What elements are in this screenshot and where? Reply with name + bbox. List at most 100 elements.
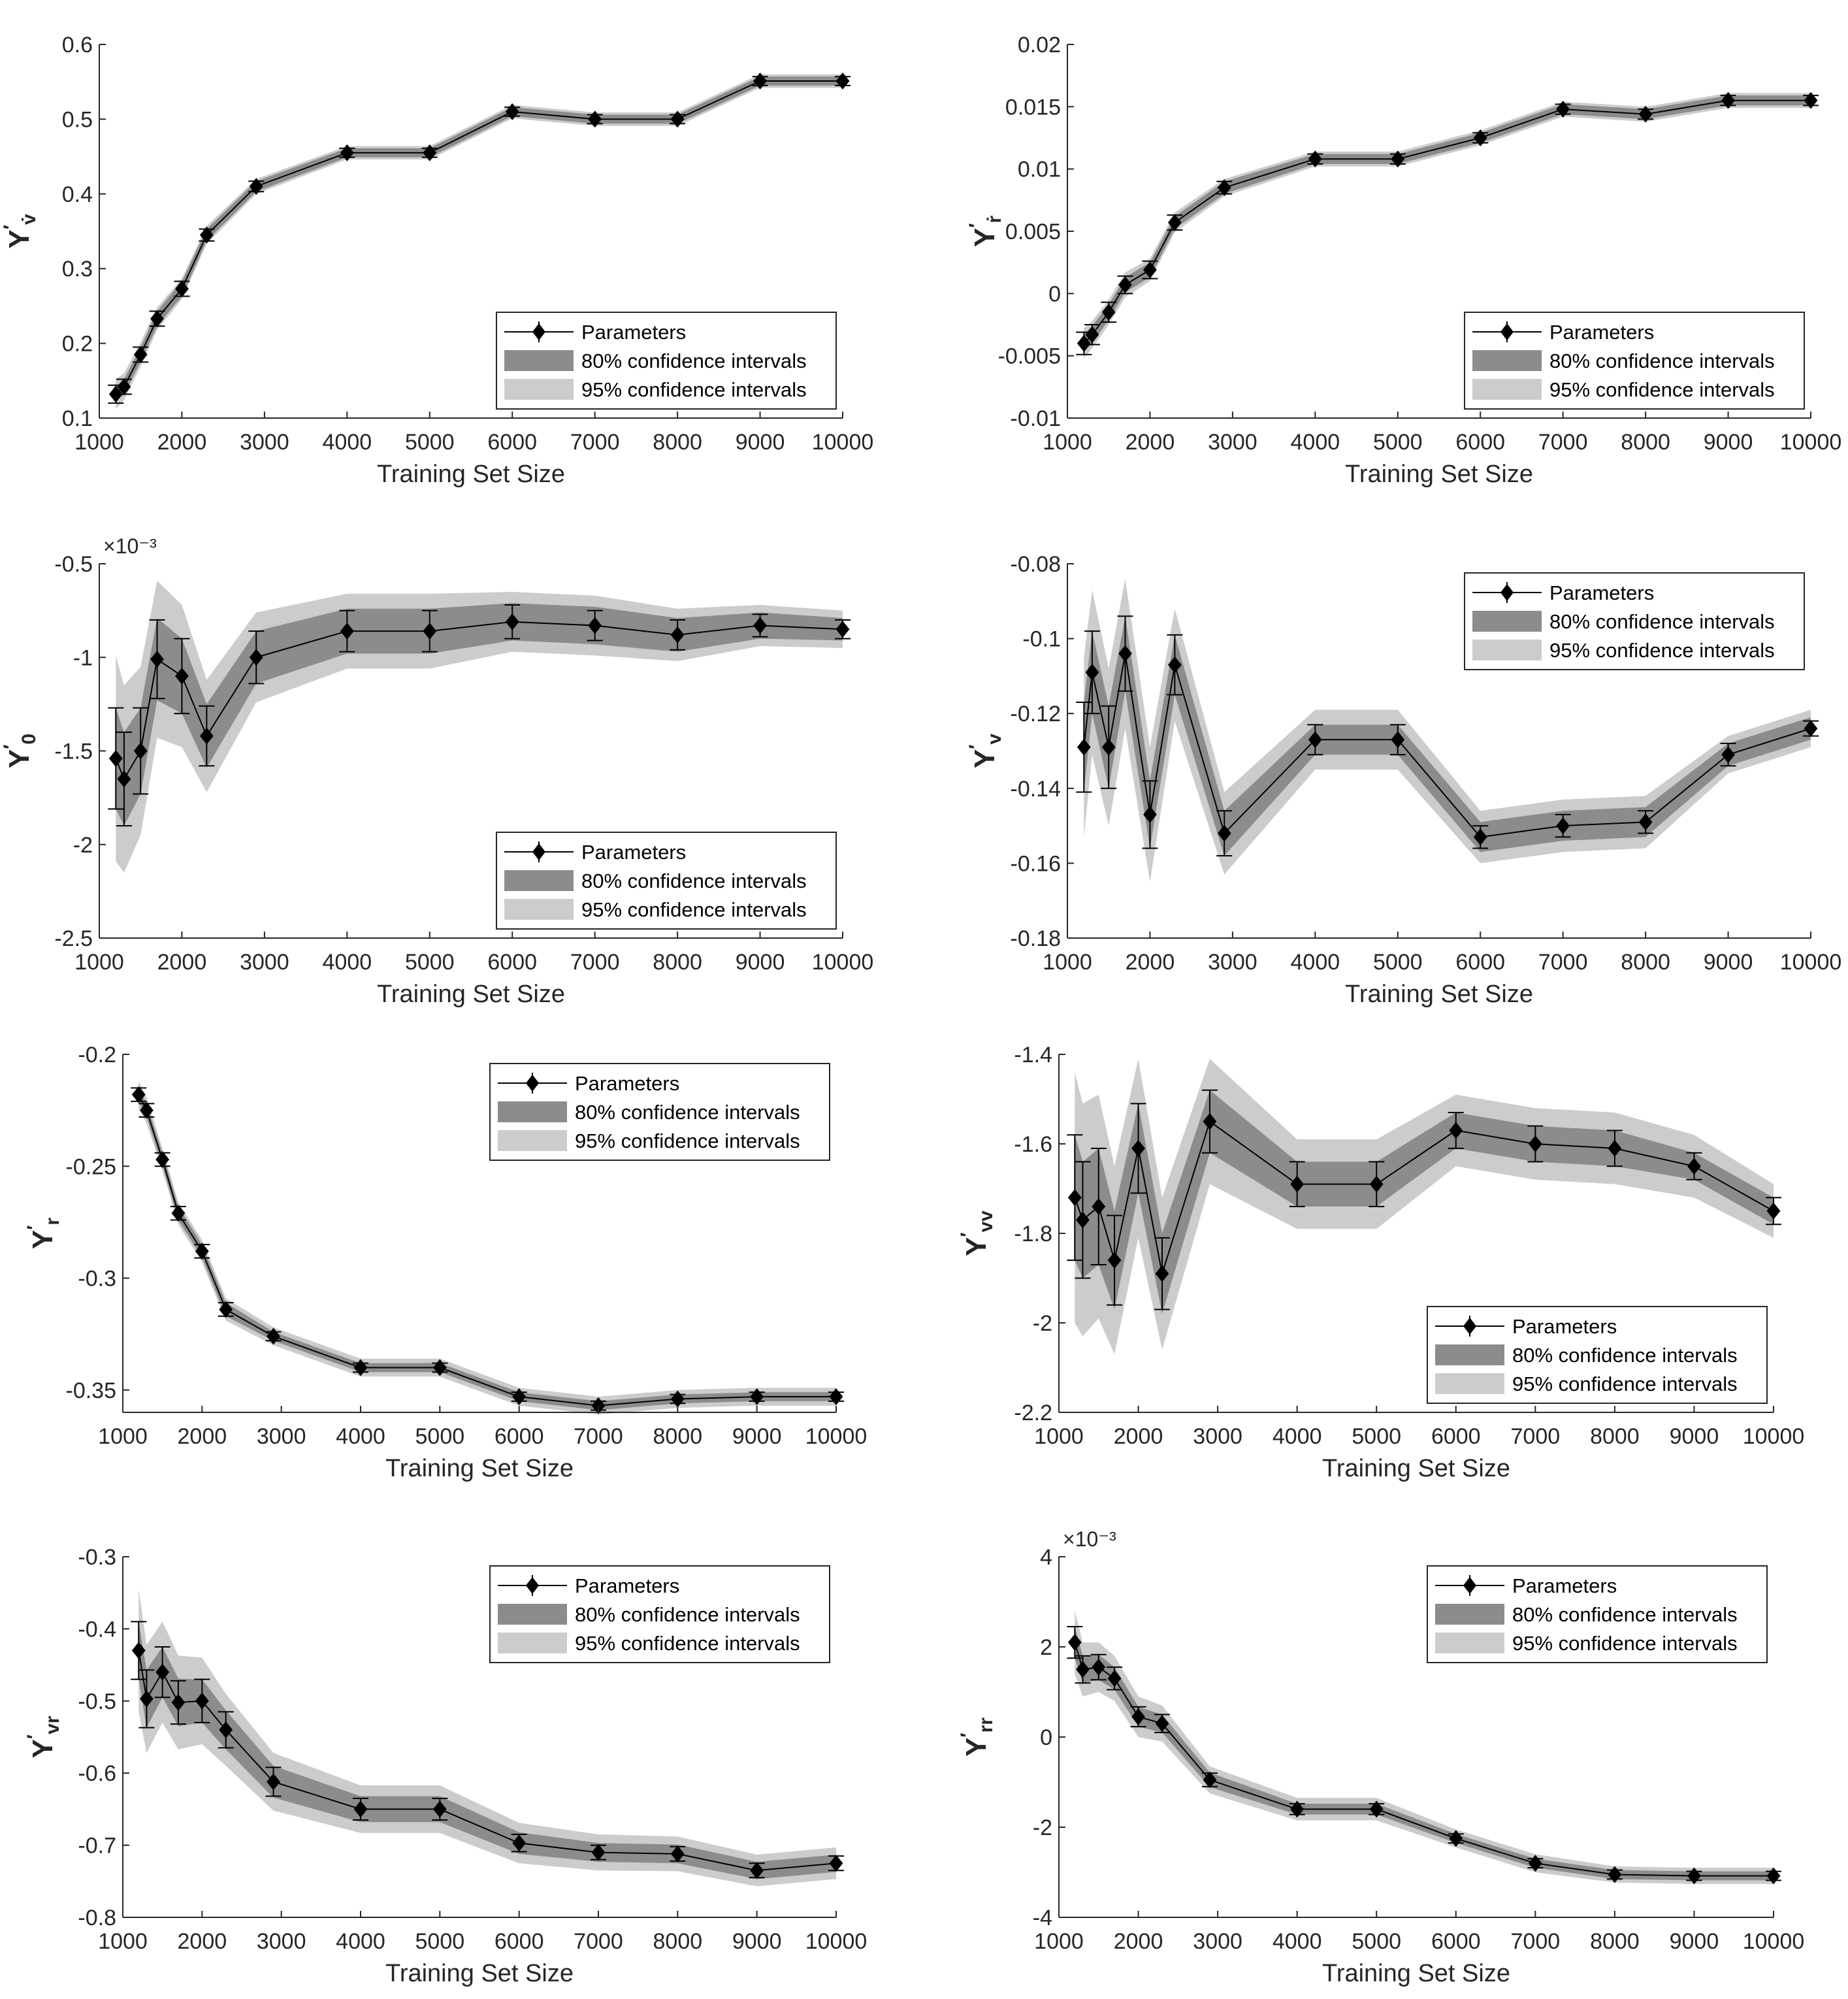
y-tick-label: -0.3 bbox=[78, 1267, 116, 1292]
x-tick-label: 8000 bbox=[1621, 430, 1670, 455]
legend-label-ci80: 80% confidence intervals bbox=[575, 1101, 800, 1124]
x-tick-label: 10000 bbox=[1780, 430, 1842, 455]
data-point bbox=[353, 1359, 368, 1376]
data-point bbox=[670, 1390, 685, 1408]
y-tick-label: 0 bbox=[1040, 1725, 1052, 1750]
data-point bbox=[1085, 664, 1099, 681]
y-tick-label: -2 bbox=[1033, 1311, 1052, 1336]
data-point bbox=[1107, 1670, 1122, 1687]
data-point bbox=[131, 1086, 146, 1103]
chart-panel-yvdot: 1000 2000 3000 4000 5000 6000 7000 8000 9000 1000… bbox=[0, 33, 873, 488]
x-tick-label: 7000 bbox=[1538, 430, 1588, 455]
data-point bbox=[1556, 817, 1570, 835]
legend-label-parameters: Parameters bbox=[1512, 1574, 1617, 1597]
data-point bbox=[829, 1388, 843, 1406]
legend: Parameters 80% confidence intervals 95% co… bbox=[489, 1565, 830, 1663]
legend-label-ci80: 80% confidence intervals bbox=[581, 349, 807, 372]
ci95-band bbox=[138, 1589, 837, 1887]
x-tick-label: 3000 bbox=[240, 950, 289, 975]
x-tick-label: 9000 bbox=[732, 1929, 782, 1954]
x-tick-label: 9000 bbox=[1670, 1929, 1719, 1954]
data-point bbox=[1528, 1135, 1542, 1152]
x-tick-label: 4000 bbox=[323, 950, 372, 975]
data-point bbox=[1101, 738, 1116, 756]
x-tick-label: 6000 bbox=[1455, 950, 1505, 975]
x-tick-label: 5000 bbox=[1373, 430, 1423, 455]
y-tick-label: -0.5 bbox=[78, 1689, 116, 1714]
legend: Parameters 80% confidence intervals 95% co… bbox=[1427, 1306, 1768, 1404]
data-point bbox=[133, 346, 148, 363]
data-point bbox=[432, 1800, 447, 1818]
ci80-band bbox=[1075, 1090, 1774, 1314]
data-point bbox=[1203, 1771, 1217, 1789]
x-tick-label: 5000 bbox=[1352, 1929, 1401, 1954]
data-point bbox=[432, 1359, 447, 1376]
data-point bbox=[1608, 1139, 1622, 1157]
legend-label-ci80: 80% confidence intervals bbox=[1512, 1344, 1738, 1367]
data-point bbox=[1449, 1830, 1463, 1847]
data-point bbox=[155, 1150, 170, 1168]
data-point bbox=[171, 1694, 186, 1712]
y-tick-label: 0.2 bbox=[62, 332, 93, 357]
legend-label-ci80: 80% confidence intervals bbox=[1512, 1603, 1738, 1626]
x-tick-label: 1000 bbox=[1043, 950, 1092, 975]
x-axis-label: Training Set Size bbox=[385, 1960, 574, 1987]
x-tick-label: 2000 bbox=[1114, 1929, 1163, 1954]
y-tick-label: -0.25 bbox=[66, 1154, 117, 1179]
x-tick-label: 10000 bbox=[1780, 950, 1842, 975]
x-tick-label: 3000 bbox=[257, 1929, 306, 1954]
data-point bbox=[117, 378, 131, 395]
data-point bbox=[1608, 1866, 1622, 1883]
y-tick-label: -2.5 bbox=[54, 926, 93, 951]
data-point bbox=[1804, 91, 1818, 109]
x-tick-label: 3000 bbox=[1208, 430, 1257, 455]
data-point bbox=[1766, 1202, 1781, 1220]
data-point bbox=[1155, 1265, 1169, 1282]
x-tick-label: 6000 bbox=[494, 1424, 544, 1449]
data-point bbox=[1473, 129, 1487, 146]
data-point bbox=[1107, 1252, 1122, 1269]
legend: Parameters 80% confidence intervals 95% co… bbox=[496, 832, 837, 930]
legend-label-parameters: Parameters bbox=[1549, 581, 1654, 604]
legend-entry-parameters: Parameters bbox=[504, 321, 686, 344]
legend-entry-parameters: Parameters bbox=[498, 1072, 679, 1095]
data-point bbox=[423, 144, 437, 161]
data-point bbox=[1290, 1175, 1305, 1193]
legend-label-ci80: 80% confidence intervals bbox=[575, 1603, 800, 1626]
legend-entry-parameters: Parameters bbox=[1435, 1315, 1617, 1338]
series-line bbox=[138, 1094, 836, 1406]
y-tick-label: 2 bbox=[1040, 1635, 1052, 1660]
x-tick-label: 8000 bbox=[1590, 1929, 1640, 1954]
data-point bbox=[267, 1773, 280, 1791]
x-tick-label: 5000 bbox=[405, 950, 455, 975]
x-tick-label: 4000 bbox=[1291, 950, 1340, 975]
y-axis-label: Y′r bbox=[24, 1218, 63, 1250]
data-point bbox=[753, 617, 767, 634]
legend-entry-parameters: Parameters bbox=[1472, 321, 1654, 344]
x-tick-label: 8000 bbox=[653, 950, 702, 975]
x-tick-label: 4000 bbox=[1291, 430, 1340, 455]
data-point bbox=[1391, 150, 1405, 168]
x-tick-label: 2000 bbox=[178, 1424, 227, 1449]
legend-label-parameters: Parameters bbox=[1512, 1315, 1617, 1338]
x-tick-label: 10000 bbox=[1743, 1929, 1805, 1954]
data-point bbox=[195, 1243, 209, 1260]
data-point bbox=[1766, 1867, 1781, 1885]
data-point bbox=[835, 621, 850, 638]
data-point bbox=[588, 110, 602, 128]
x-axis-label: Training Set Size bbox=[377, 981, 565, 1008]
x-axis-label: Training Set Size bbox=[1322, 1455, 1510, 1482]
legend-label-ci95: 95% confidence intervals bbox=[575, 1130, 800, 1152]
data-point bbox=[1092, 1197, 1106, 1215]
data-point bbox=[1449, 1122, 1463, 1139]
x-tick-label: 7000 bbox=[1511, 1424, 1561, 1449]
legend: Parameters 80% confidence intervals 95% co… bbox=[496, 312, 837, 410]
x-tick-label: 5000 bbox=[1373, 950, 1423, 975]
chart-panel-yrr: 1000 2000 3000 4000 5000 6000 7000 8000 9000 1000… bbox=[957, 1527, 1804, 1987]
y-tick-label: 0.5 bbox=[62, 107, 93, 132]
data-point bbox=[1076, 1211, 1090, 1229]
y-tick-label: -2.2 bbox=[1014, 1401, 1052, 1425]
x-axis-label: Training Set Size bbox=[1345, 461, 1533, 488]
legend-entry-parameters: Parameters bbox=[1435, 1574, 1617, 1597]
x-tick-label: 1000 bbox=[1034, 1929, 1084, 1954]
